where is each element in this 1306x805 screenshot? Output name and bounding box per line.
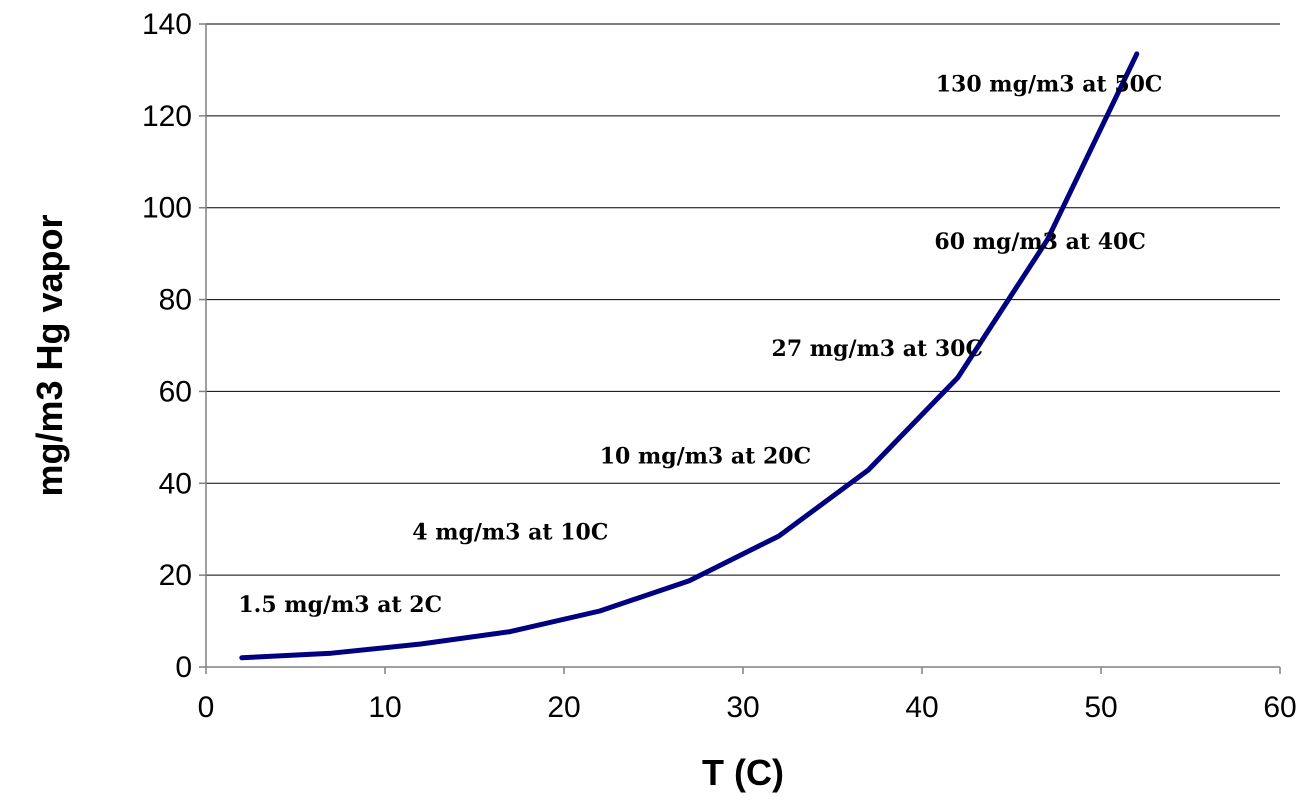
series-line bbox=[239, 51, 1140, 661]
x-tick-label: 30 bbox=[726, 691, 759, 724]
y-tick-label: 20 bbox=[159, 559, 192, 592]
y-tick-label: 100 bbox=[142, 192, 192, 225]
data-annotation: 1.5 mg/m3 at 2C bbox=[238, 592, 442, 618]
data-annotation: 130 mg/m3 at 50C bbox=[936, 72, 1163, 98]
axis-layer: 0 20 40 60 80 100 120 140 0 10 20 30 40 50 60 bbox=[142, 8, 1297, 724]
y-tick-label: 60 bbox=[159, 375, 192, 408]
data-annotation: 4 mg/m3 at 10C bbox=[412, 520, 608, 546]
y-tick-label: 140 bbox=[142, 8, 192, 41]
x-tick-label: 50 bbox=[1084, 691, 1117, 724]
grid-layer bbox=[206, 23, 1280, 576]
y-tick-label: 0 bbox=[175, 651, 192, 684]
data-annotation: 60 mg/m3 at 40C bbox=[934, 229, 1145, 255]
y-axis-title: mg/m3 Hg vapor bbox=[29, 214, 70, 496]
data-annotation: 10 mg/m3 at 20C bbox=[600, 444, 811, 470]
x-tick-label: 20 bbox=[547, 691, 580, 724]
y-tick-label: 40 bbox=[159, 467, 192, 500]
data-annotation: 27 mg/m3 at 30C bbox=[772, 336, 983, 362]
x-axis-title: T (C) bbox=[702, 752, 784, 793]
series-layer bbox=[239, 51, 1140, 661]
annotation-layer: 1.5 mg/m3 at 2C 4 mg/m3 at 10C 10 mg/m3 at… bbox=[238, 72, 1162, 618]
x-tick-label: 10 bbox=[368, 691, 401, 724]
x-tick-label: 0 bbox=[198, 691, 215, 724]
y-tick-label: 120 bbox=[142, 100, 192, 133]
x-tick-label: 60 bbox=[1263, 691, 1296, 724]
y-tick-label: 80 bbox=[159, 284, 192, 317]
x-tick-label: 40 bbox=[905, 691, 938, 724]
